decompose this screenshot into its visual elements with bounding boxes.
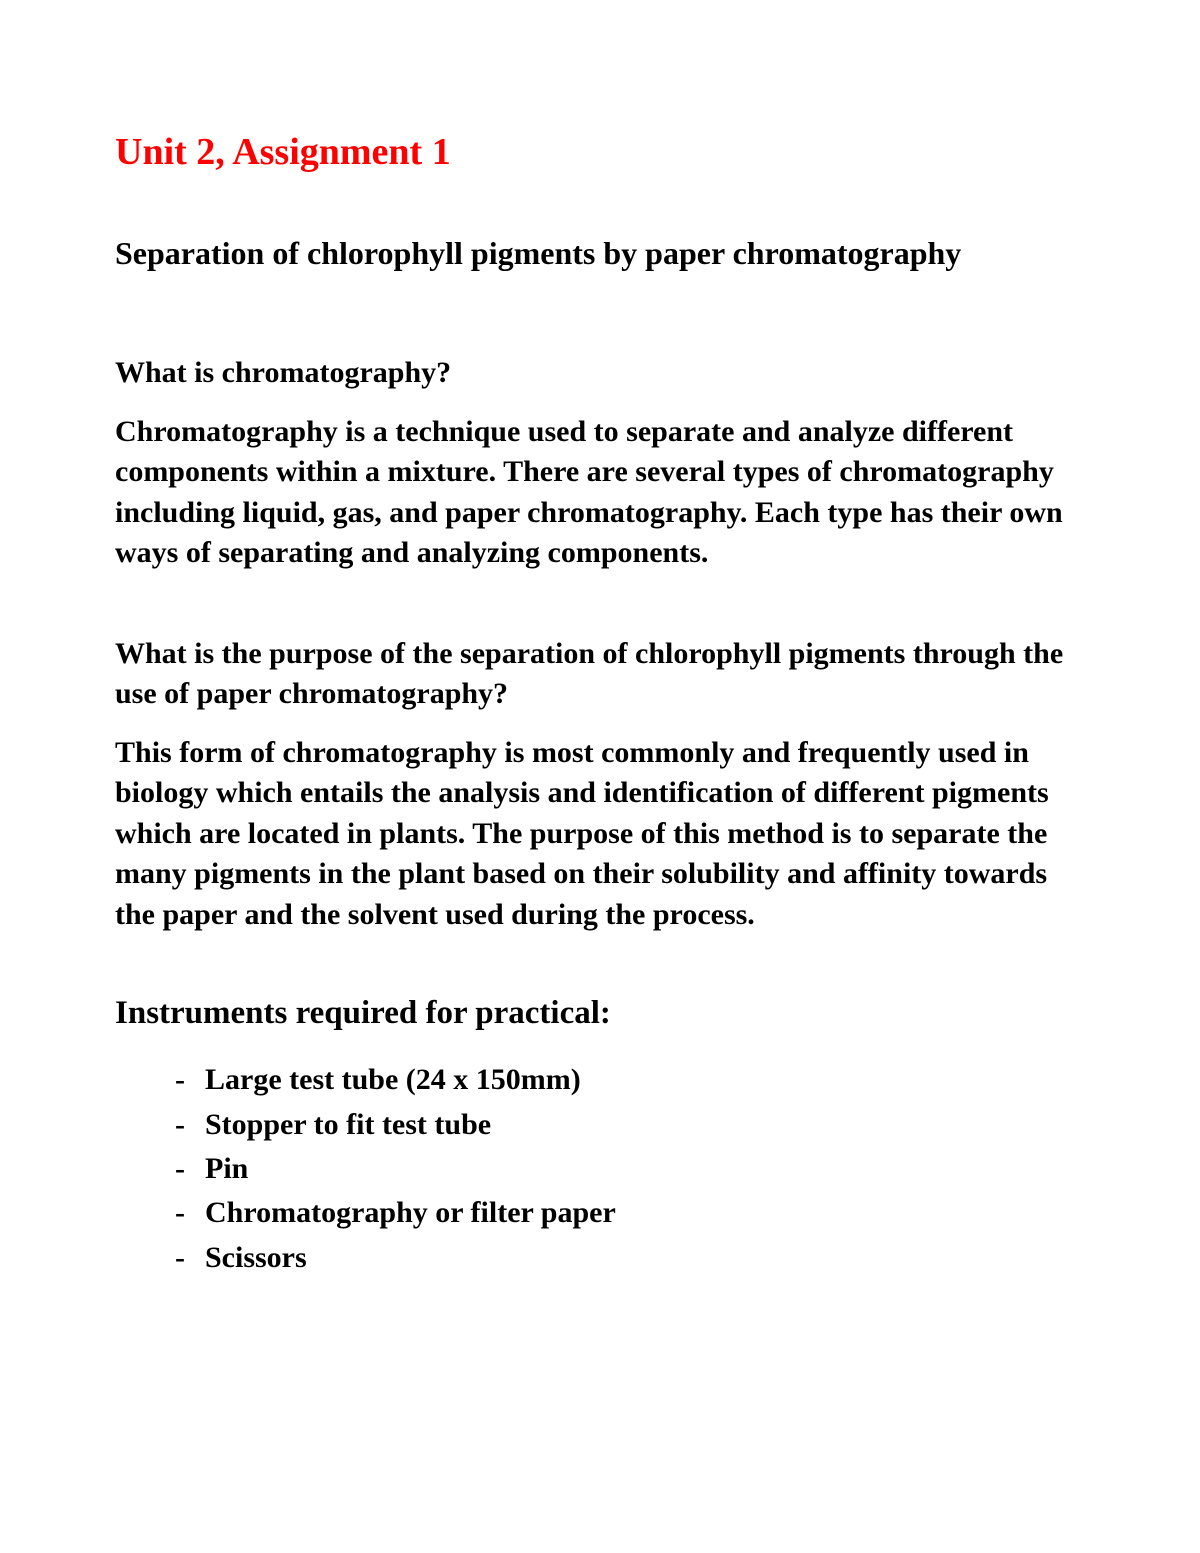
answer-2: This form of chromatography is most comm… [115,733,1085,936]
section-2: What is the purpose of the separation of… [115,634,1085,936]
list-item: Stopper to fit test tube [175,1103,1085,1147]
list-item: Large test tube (24 x 150mm) [175,1058,1085,1102]
answer-1: Chromatography is a technique used to se… [115,412,1085,574]
list-item: Pin [175,1147,1085,1191]
instruments-heading: Instruments required for practical: [115,995,1085,1032]
instruments-list: Large test tube (24 x 150mm) Stopper to … [115,1058,1085,1280]
list-item: Chromatography or filter paper [175,1191,1085,1235]
main-title: Unit 2, Assignment 1 [115,130,1085,174]
list-item: Scissors [175,1236,1085,1280]
section-1: What is chromatography? Chromatography i… [115,353,1085,574]
question-2: What is the purpose of the separation of… [115,634,1085,715]
question-1: What is chromatography? [115,353,1085,394]
document-subtitle: Separation of chlorophyll pigments by pa… [115,232,1085,275]
